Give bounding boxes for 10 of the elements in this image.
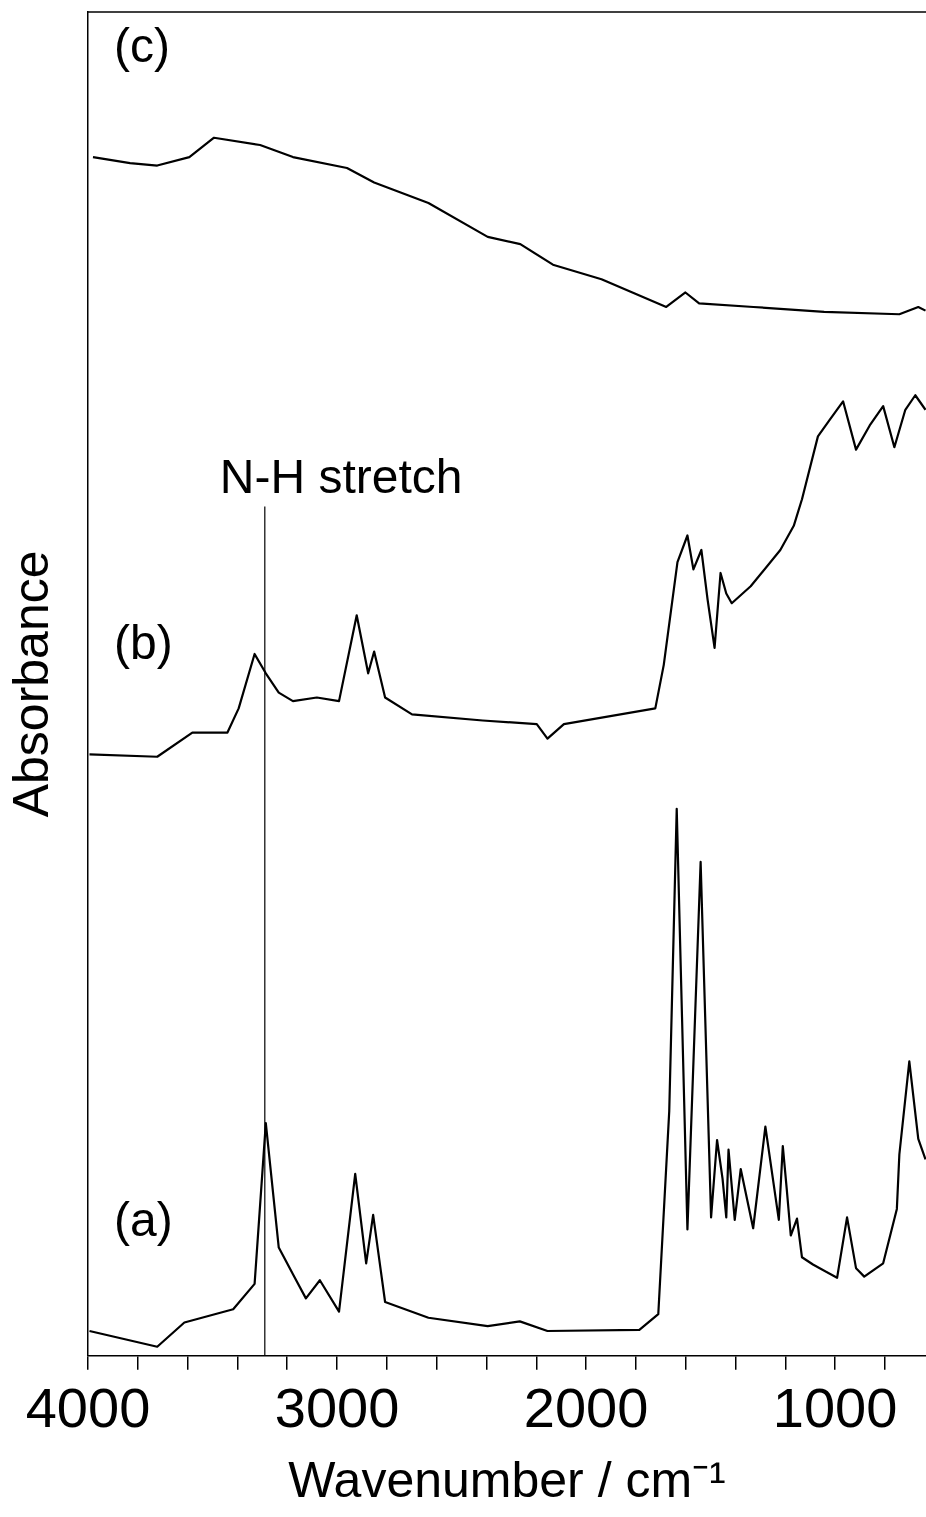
series-label: (b)	[114, 616, 173, 670]
series-label: (a)	[114, 1193, 173, 1247]
ref-line-label: N-H stretch	[219, 449, 463, 503]
y-axis-title: Absorbance	[2, 550, 59, 818]
series-label: (c)	[114, 19, 170, 73]
x-tick-label: 1000	[772, 1375, 898, 1439]
x-tick-label: 2000	[523, 1375, 649, 1439]
x-axis-title: Wavenumber / cm⁻¹	[288, 1451, 726, 1508]
x-tick-label: 4000	[25, 1375, 151, 1439]
x-tick-label: 3000	[274, 1375, 400, 1439]
